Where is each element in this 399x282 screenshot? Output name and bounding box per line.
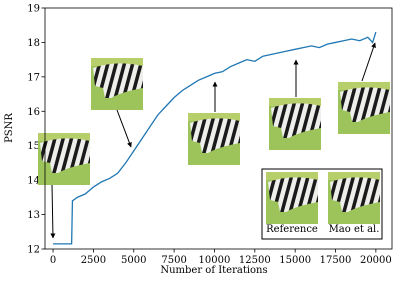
inset-image xyxy=(38,133,90,185)
image-insets: Reference Mao et al. xyxy=(38,42,390,240)
inset-image xyxy=(328,172,380,224)
x-tick-label: 5000 xyxy=(121,255,146,266)
arrow xyxy=(116,109,132,148)
y-tick-label: 19 xyxy=(27,4,40,15)
inset-image xyxy=(188,113,240,165)
arrow xyxy=(50,184,56,239)
x-tick-label: 7500 xyxy=(161,255,186,266)
x-tick-label: 12500 xyxy=(239,255,271,266)
y-tick-label: 12 xyxy=(27,245,40,256)
x-axis-label: Number of Iterations xyxy=(160,265,267,276)
y-tick-label: 18 xyxy=(27,38,40,49)
data-line xyxy=(53,31,377,245)
y-tick-label: 13 xyxy=(27,210,40,221)
y-tick-label: 16 xyxy=(27,107,40,118)
y-tick-label: 15 xyxy=(27,141,40,152)
x-tick-label: 0 xyxy=(50,255,56,266)
inset-image xyxy=(266,172,318,224)
x-tick-label: 20000 xyxy=(360,255,392,266)
y-tick-label: 17 xyxy=(27,72,40,83)
annotation: Reference xyxy=(266,224,318,235)
inset-image xyxy=(269,98,321,150)
y-tick-label: 14 xyxy=(27,176,40,187)
x-tick-label: 15000 xyxy=(279,255,311,266)
x-tick-label: 2500 xyxy=(81,255,106,266)
inset-image xyxy=(338,82,390,134)
x-tick-label: 10000 xyxy=(199,255,231,266)
x-tick-label: 17500 xyxy=(320,255,352,266)
arrow xyxy=(361,42,376,82)
annotation: Mao et al. xyxy=(329,224,380,235)
plot-frame xyxy=(44,7,393,250)
y-axis-label: PSNR xyxy=(4,113,15,143)
inset-image xyxy=(91,58,143,110)
